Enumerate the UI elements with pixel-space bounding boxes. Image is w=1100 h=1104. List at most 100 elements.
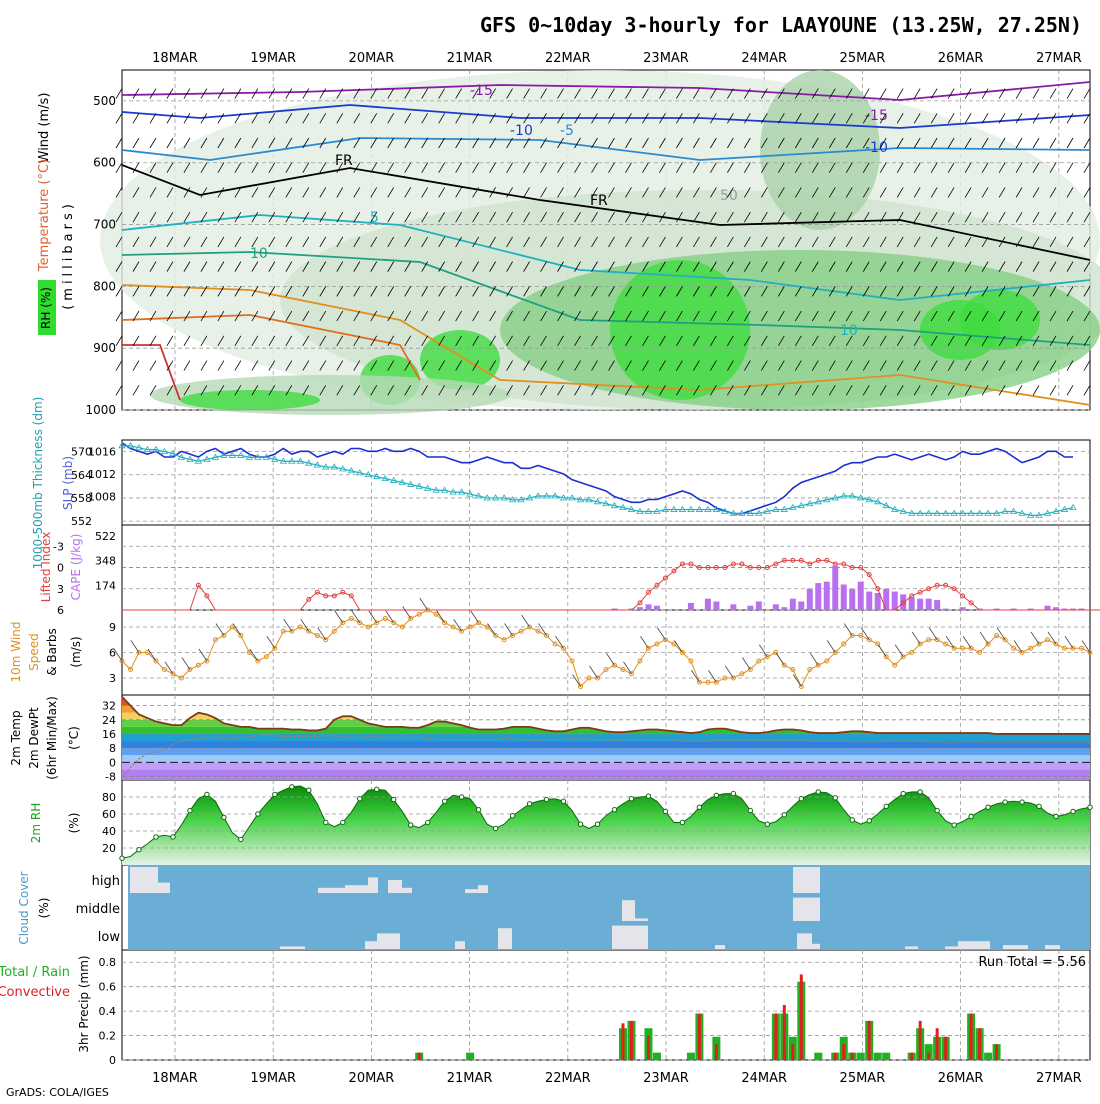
wind-barb <box>727 335 734 347</box>
pressure-tick-label: 800 <box>93 279 116 293</box>
wind-barb <box>930 211 938 223</box>
precip-convective-bar <box>791 1044 795 1060</box>
upper-ylabel-wind: Wind (m/s) <box>37 93 52 164</box>
wind-barb <box>998 385 1006 396</box>
wind-barb <box>472 335 479 347</box>
li-tick-label: 3 <box>57 583 64 596</box>
wind-speed-point <box>790 667 796 672</box>
wind-barb <box>353 113 361 124</box>
rh-shading <box>180 390 320 410</box>
cape-tick-label: 174 <box>95 579 116 592</box>
wind-barb <box>540 137 547 149</box>
wind-barb <box>727 137 734 149</box>
cape-panel: -3 0 3 6 522 348 174 <box>53 530 1100 617</box>
thickness-point <box>118 442 126 449</box>
wind-barb <box>1049 261 1057 272</box>
wind-barb <box>879 286 887 297</box>
wind-barb <box>811 310 819 322</box>
thickness-point <box>203 455 211 462</box>
wind-barb <box>981 236 989 248</box>
wind-speed-point <box>773 650 779 655</box>
wind-speed-point <box>1028 645 1034 651</box>
wind-barb <box>828 88 836 99</box>
wind-barb <box>234 211 242 223</box>
rh-point <box>696 804 703 810</box>
wind-barb <box>930 261 938 272</box>
temp-band <box>122 762 1090 770</box>
wind-barb <box>947 113 955 124</box>
wind-barb <box>710 360 717 371</box>
wind-speed-point <box>187 667 193 672</box>
surface-wind-barb <box>606 653 615 666</box>
wind-barb <box>998 310 1006 322</box>
wind-barb <box>828 310 836 322</box>
wind-barb <box>557 162 564 173</box>
wind-barb <box>1083 335 1091 347</box>
thickness-point <box>373 472 381 480</box>
wind-barb <box>777 286 785 297</box>
wind-barb <box>693 286 700 297</box>
cloud-block <box>622 900 635 921</box>
thickness-point <box>933 509 941 516</box>
wind-barb <box>608 286 615 297</box>
upper-ylabel-temp: Temperature (°C) <box>37 159 52 272</box>
wind-barb <box>896 261 904 272</box>
wind-barb <box>455 310 462 322</box>
wind-barb <box>438 187 446 198</box>
thickness-point <box>237 451 245 458</box>
surface-wind-barb <box>164 661 174 674</box>
precip-convective-bar <box>799 974 803 1060</box>
wind-barb <box>1032 187 1040 198</box>
precip-tick-label: 0.4 <box>99 1005 117 1018</box>
rh-point <box>204 791 210 798</box>
wind-tick-label: 6 <box>109 647 116 660</box>
wind-barb <box>1015 286 1023 297</box>
wind-barb <box>421 286 429 297</box>
rh-point <box>951 822 957 828</box>
rh-point <box>424 819 431 826</box>
temp-band <box>122 696 1090 706</box>
thickness-point <box>1043 509 1052 516</box>
wind-barb <box>1066 88 1074 99</box>
surface-wind-barb <box>725 665 734 679</box>
wind-speed-point <box>849 633 855 638</box>
wind-barb <box>200 261 208 272</box>
wind-barb <box>217 360 225 371</box>
thickness-tick-label: 564 <box>71 469 92 482</box>
li-tick-label: -3 <box>53 540 64 553</box>
wind-barb <box>1049 187 1057 198</box>
thickness-point <box>356 469 364 476</box>
temperature-contour <box>121 164 1091 261</box>
precip-total-bar <box>924 1044 933 1060</box>
contour-label: 50 <box>720 188 738 204</box>
surface-wind-barb <box>215 623 225 636</box>
wind-barb <box>913 236 921 248</box>
wind-barb <box>336 360 344 371</box>
wind-speed-point <box>289 628 295 634</box>
wind-barb <box>506 211 513 223</box>
wind-barb <box>845 360 853 371</box>
cloud-block <box>793 897 820 921</box>
wind-barb <box>183 310 191 322</box>
wind-barb <box>896 385 904 396</box>
rh-area <box>122 785 1090 865</box>
wind-barb <box>319 162 327 173</box>
wind-barb <box>115 385 123 396</box>
wind-barb <box>115 211 123 223</box>
thickness-point <box>670 505 678 512</box>
wind-barb <box>200 385 208 396</box>
cape-bar <box>747 605 754 610</box>
lifted-index-point <box>909 593 915 599</box>
wind-barb <box>506 261 513 272</box>
wind-barb <box>285 385 293 396</box>
wind-speed-point <box>994 633 1000 638</box>
temp-ylabel-1: 2m Temp <box>9 710 23 765</box>
wind-barb <box>523 113 530 124</box>
wind-barb <box>727 88 734 99</box>
wind-barb <box>353 88 361 99</box>
wind-barb <box>115 137 123 149</box>
wind-barb <box>523 385 530 396</box>
wind-barb <box>132 113 140 124</box>
cape-bar <box>755 601 762 610</box>
slp-panel: 570 564 558 552 1016 1012 1008 <box>71 442 1090 528</box>
